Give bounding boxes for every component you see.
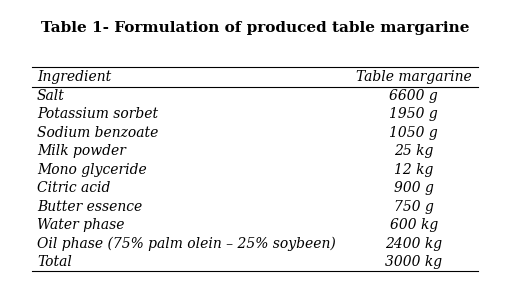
Text: 1050 g: 1050 g [389,126,437,140]
Text: 600 kg: 600 kg [389,218,437,232]
Text: Water phase: Water phase [37,218,124,232]
Text: Total: Total [37,255,72,269]
Text: Oil phase (75% palm olein – 25% soybeen): Oil phase (75% palm olein – 25% soybeen) [37,236,335,251]
Text: Potassium sorbet: Potassium sorbet [37,107,158,121]
Text: Mono glyceride: Mono glyceride [37,163,147,177]
Text: 3000 kg: 3000 kg [384,255,441,269]
Text: 25 kg: 25 kg [393,144,433,158]
Text: Ingredient: Ingredient [37,71,111,84]
Text: Butter essence: Butter essence [37,200,142,214]
Text: 1950 g: 1950 g [389,107,437,121]
Text: 6600 g: 6600 g [389,89,437,103]
Text: 12 kg: 12 kg [393,163,433,177]
Text: Sodium benzoate: Sodium benzoate [37,126,158,140]
Text: Table margarine: Table margarine [355,71,471,84]
Text: 900 g: 900 g [393,181,433,195]
Text: Table 1- Formulation of produced table margarine: Table 1- Formulation of produced table m… [41,21,468,35]
Text: Milk powder: Milk powder [37,144,126,158]
Text: Salt: Salt [37,89,65,103]
Text: 2400 kg: 2400 kg [384,237,441,251]
Text: Citric acid: Citric acid [37,181,110,195]
Text: 750 g: 750 g [393,200,433,214]
